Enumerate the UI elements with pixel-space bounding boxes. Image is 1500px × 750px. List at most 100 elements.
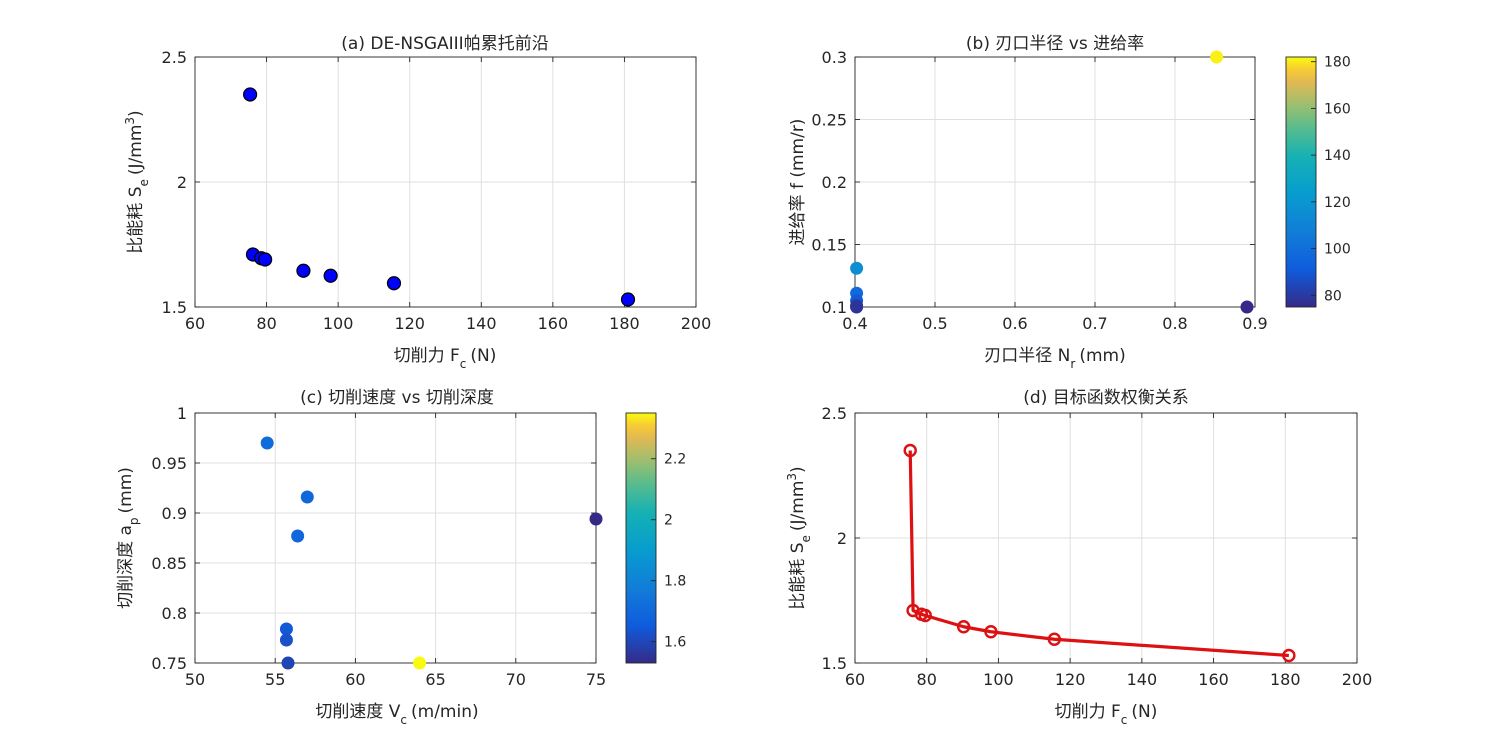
y-tick-label: 1 xyxy=(177,404,187,423)
colorbar-tick-label: 140 xyxy=(1324,148,1351,164)
y-tick-label: 0.3 xyxy=(822,48,847,67)
colorbar-tick-label: 120 xyxy=(1324,195,1351,211)
x-tick-label: 100 xyxy=(323,314,354,333)
x-tick-label: 180 xyxy=(1270,670,1301,689)
colorbar-tick-label: 80 xyxy=(1324,288,1342,304)
colorbar-gradient xyxy=(625,412,657,664)
data-point xyxy=(956,620,971,634)
x-tick-label: 200 xyxy=(681,314,712,333)
y-tick-label: 0.9 xyxy=(162,504,187,523)
y-tick-label: 2.5 xyxy=(162,48,187,67)
x-tick-label: 140 xyxy=(466,314,497,333)
data-point xyxy=(281,656,295,670)
data-point xyxy=(243,87,258,102)
y-tick-label: 0.85 xyxy=(151,554,187,573)
y-tick-label: 2.5 xyxy=(822,404,847,423)
y-tick-label: 0.8 xyxy=(162,604,187,623)
data-point xyxy=(984,625,998,639)
x-tick-label: 70 xyxy=(506,670,526,689)
panel-b-axes-box xyxy=(854,56,1256,308)
panel-b-colorbar: 80 100 120 140 160 180 xyxy=(1285,55,1351,308)
panel-d-ylabel: 比能耗 Se(J/mm3) xyxy=(785,466,813,609)
data-point xyxy=(291,529,305,543)
data-point xyxy=(1282,648,1296,663)
x-tick-label: 60 xyxy=(845,670,865,689)
data-point xyxy=(850,300,864,314)
y-tick-label: 0.95 xyxy=(151,454,187,473)
y-tick-label: 0.1 xyxy=(822,298,847,317)
panel-b-xlabel: 刃口半径 Nr (mm) xyxy=(984,346,1125,371)
y-tick-label: 2 xyxy=(837,529,847,548)
panel-c-axes-box xyxy=(194,412,597,664)
data-point xyxy=(620,292,636,307)
data-point xyxy=(260,436,274,450)
data-point xyxy=(323,268,338,283)
panel-c-ylabel: 切削深度 ap(mm) xyxy=(116,467,141,609)
colorbar-tick-label: 160 xyxy=(1324,101,1351,117)
x-tick-label: 65 xyxy=(425,670,445,689)
x-tick-label: 50 xyxy=(185,670,205,689)
colorbar-tick-label: 180 xyxy=(1324,55,1351,71)
panel-a-ylabel: 比能耗 Se(J/mm3) xyxy=(123,110,151,253)
panel-c-speed-vs-depth: (c) 切削速度 vs 切削深度 50 55 60 65 70 75 0.75 0.8 0.85… xyxy=(116,388,686,727)
x-tick-label: 80 xyxy=(256,314,276,333)
x-tick-label: 140 xyxy=(1127,670,1158,689)
panel-d-xlabel: 切削力 Fc (N) xyxy=(1055,702,1158,727)
panel-d-tradeoff: (d) 目标函数权衡关系 60 80 100 120 140 160 180 200 1.5 2 2… xyxy=(785,388,1372,727)
colorbar-gradient xyxy=(1285,56,1317,308)
x-tick-label: 80 xyxy=(917,670,937,689)
y-tick-label: 1.5 xyxy=(162,298,187,317)
data-point xyxy=(918,608,932,623)
x-tick-label: 60 xyxy=(185,314,205,333)
x-tick-label: 0.9 xyxy=(1242,314,1267,333)
x-tick-label: 160 xyxy=(1198,670,1229,689)
data-point xyxy=(300,490,314,504)
colorbar-tick-label: 2 xyxy=(664,513,673,529)
data-point xyxy=(1210,50,1224,64)
panel-d-title: (d) 目标函数权衡关系 xyxy=(1023,388,1188,408)
panel-a-xlabel: 切削力 Fc (N) xyxy=(394,346,497,371)
panel-b-title: (b) 刃口半径 vs 进给率 xyxy=(966,34,1144,54)
x-tick-label: 0.6 xyxy=(1002,314,1027,333)
panel-b-ylabel: 进给率 f (mm/r) xyxy=(788,119,808,246)
colorbar-tick-label: 1.6 xyxy=(664,635,686,651)
data-point xyxy=(386,276,402,291)
data-point xyxy=(413,656,427,670)
x-tick-label: 0.7 xyxy=(1082,314,1107,333)
data-point xyxy=(903,443,917,458)
panel-b-radius-vs-feed: (b) 刃口半径 vs 进给率 0.4 0.5 0.6 0.7 0.8 0.9 0.1 0.1… xyxy=(788,34,1351,371)
data-point xyxy=(296,263,311,278)
x-tick-label: 0.4 xyxy=(842,314,867,333)
x-tick-label: 0.8 xyxy=(1162,314,1187,333)
y-tick-label: 1.5 xyxy=(822,654,847,673)
data-point xyxy=(589,512,603,526)
series-line xyxy=(908,450,1289,658)
data-point xyxy=(279,633,293,647)
data-point xyxy=(1047,632,1062,646)
data-point xyxy=(258,252,273,267)
data-point xyxy=(1240,300,1254,314)
panel-a-axes-box xyxy=(194,56,697,308)
x-tick-label: 75 xyxy=(586,670,606,689)
panel-c-xlabel: 切削速度 Vc (m/min) xyxy=(315,702,478,727)
colorbar-tick-label: 1.8 xyxy=(664,574,686,590)
y-tick-label: 0.15 xyxy=(811,236,847,255)
y-tick-label: 2 xyxy=(177,173,187,192)
panel-a-pareto-front: (a) DE-NSGAIII帕累托前沿 60 80 100 120 140 160 180 2… xyxy=(123,34,711,371)
x-tick-label: 100 xyxy=(983,670,1014,689)
x-tick-label: 120 xyxy=(1055,670,1086,689)
panel-a-title: (a) DE-NSGAIII帕累托前沿 xyxy=(341,34,548,54)
x-tick-label: 120 xyxy=(394,314,425,333)
y-tick-label: 0.75 xyxy=(151,654,187,673)
x-tick-label: 180 xyxy=(609,314,640,333)
x-tick-label: 60 xyxy=(345,670,365,689)
y-tick-label: 0.2 xyxy=(822,173,847,192)
x-tick-label: 0.5 xyxy=(922,314,947,333)
panel-c-title: (c) 切削速度 vs 切削深度 xyxy=(300,388,494,408)
x-tick-label: 55 xyxy=(265,670,285,689)
colorbar-tick-label: 2.2 xyxy=(664,452,686,468)
data-point xyxy=(850,261,864,275)
x-tick-label: 200 xyxy=(1342,670,1373,689)
panel-c-colorbar: 1.6 1.8 2 2.2 xyxy=(625,412,686,664)
